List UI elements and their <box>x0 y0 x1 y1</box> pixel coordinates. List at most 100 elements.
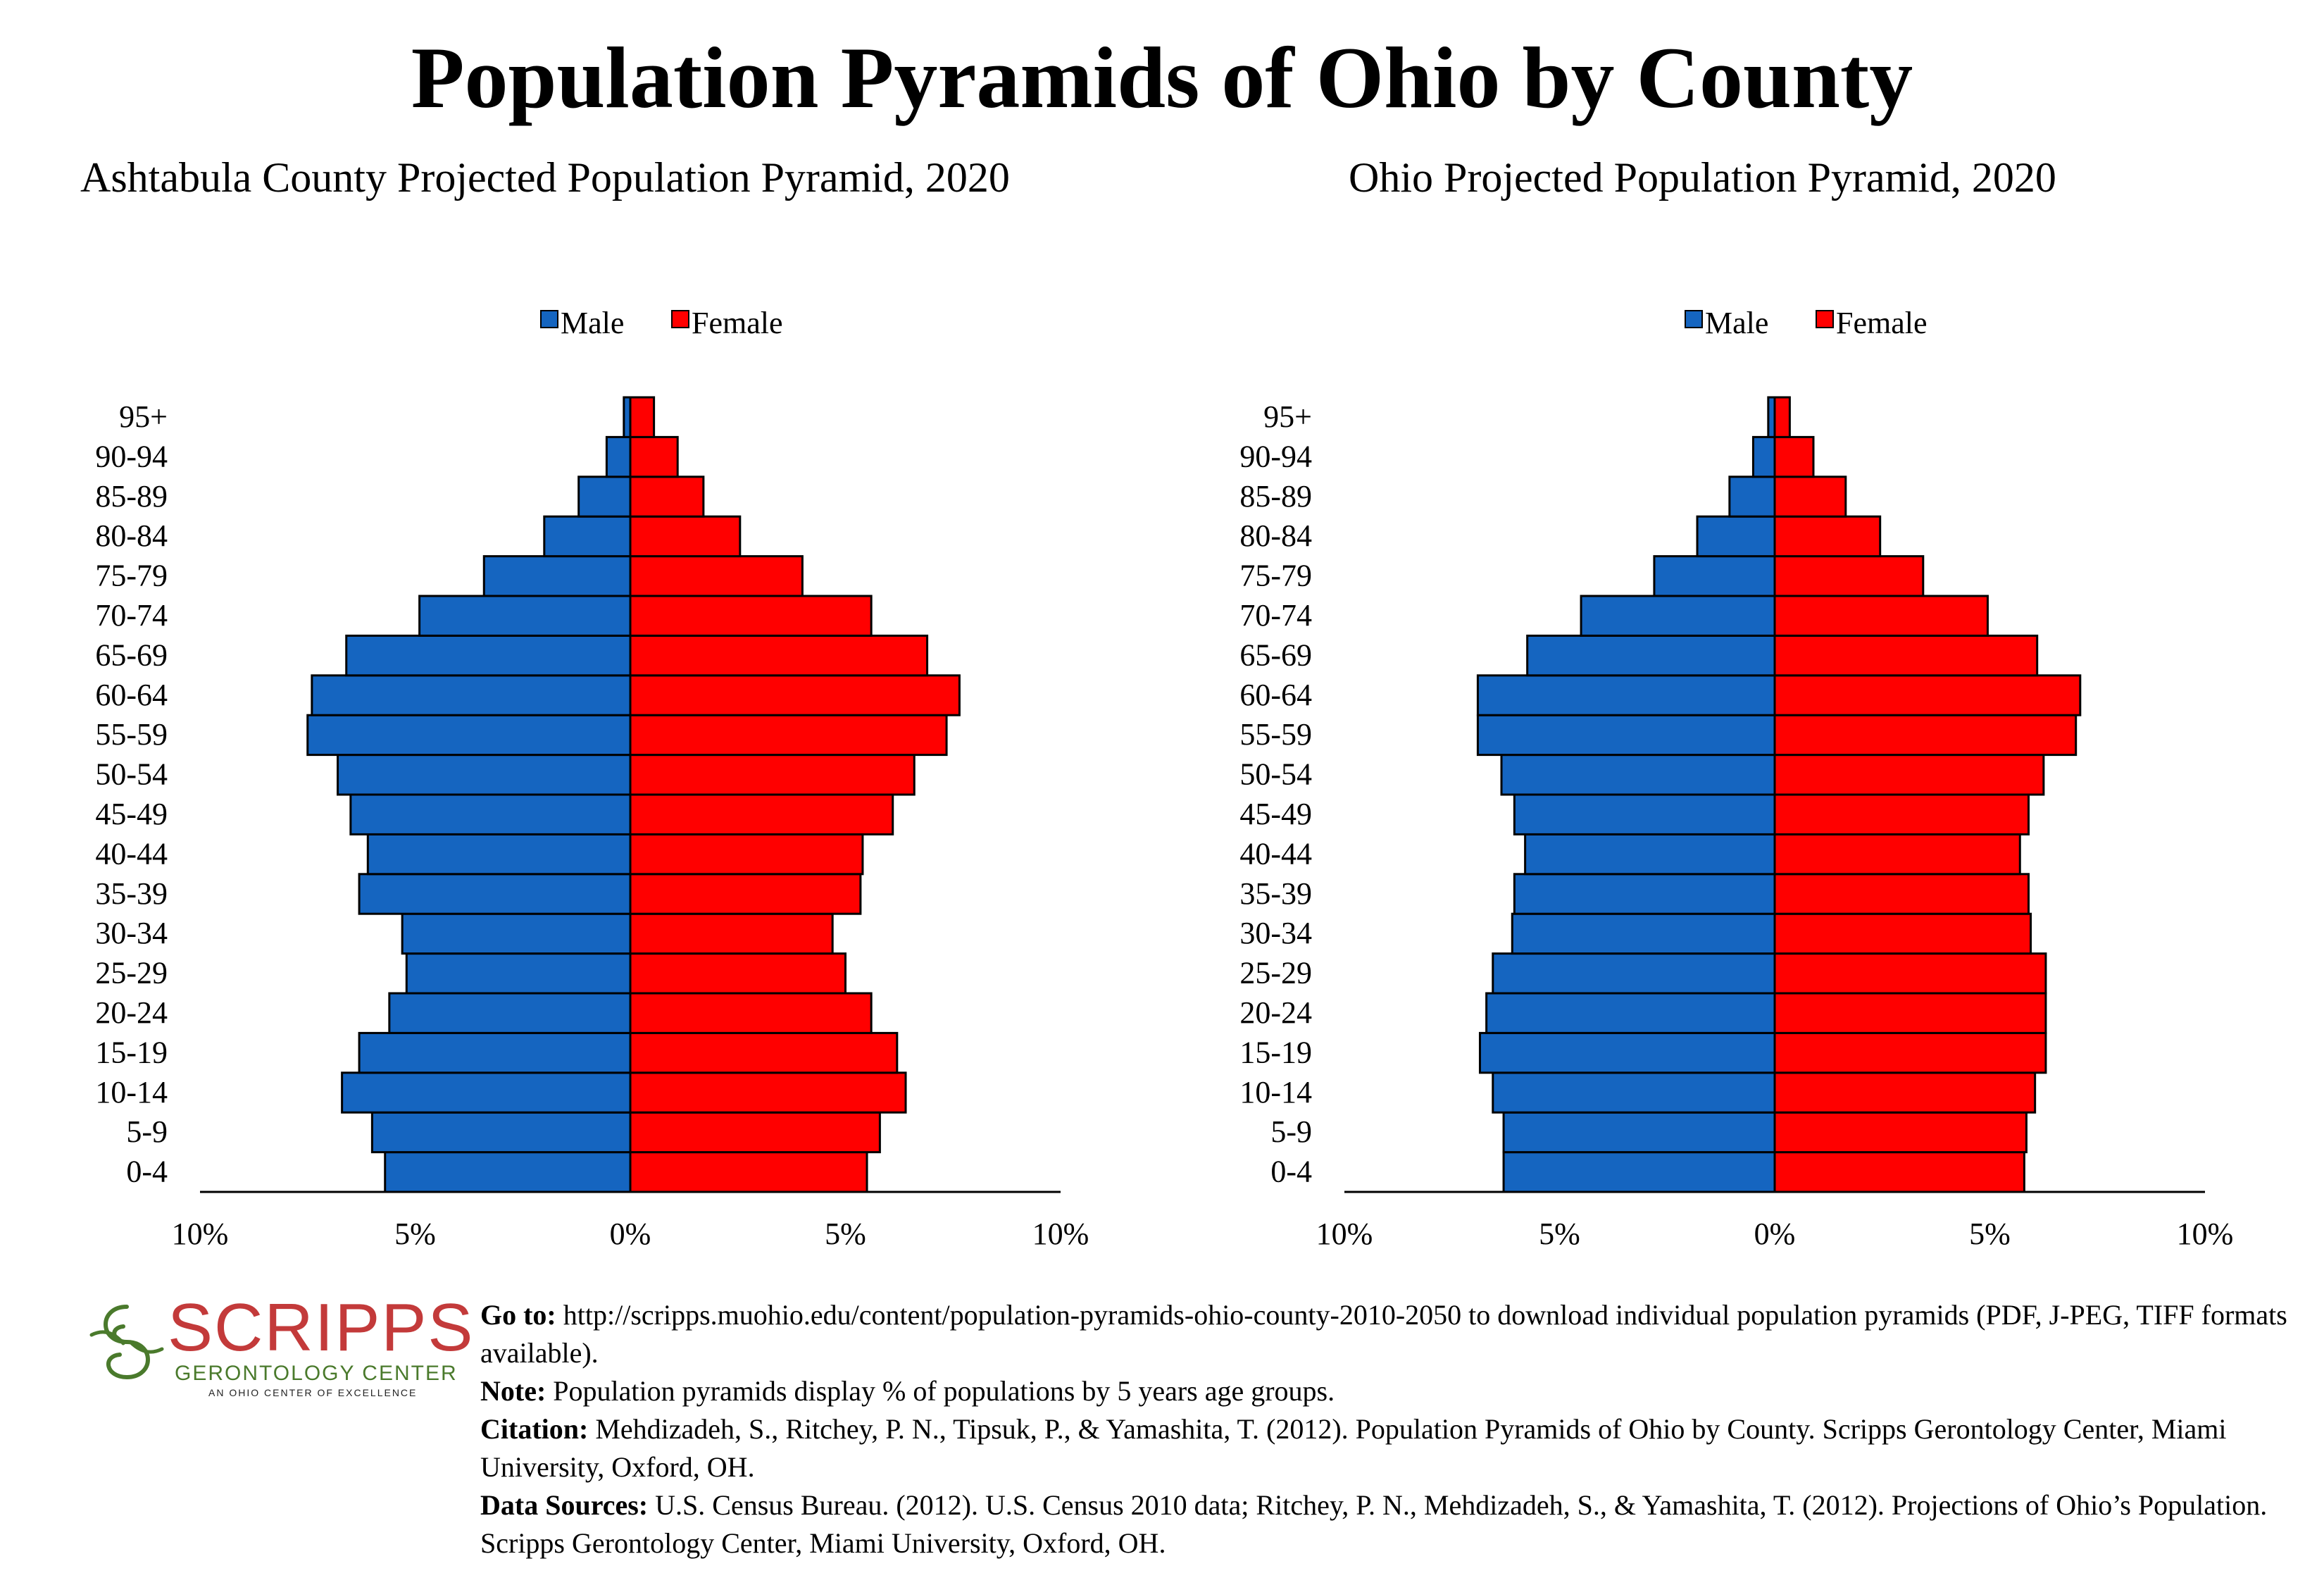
citation-text: Mehdizadeh, S., Ritchey, P. N., Tipsuk, … <box>480 1413 2227 1483</box>
male-bar-70-74 <box>1580 595 1776 637</box>
male-bar-50-54 <box>1500 754 1776 796</box>
male-bar-25-29 <box>405 952 632 995</box>
male-bar-35-39 <box>358 873 632 915</box>
legend-label-male: Male <box>1705 306 1768 340</box>
sources-line: Data Sources: U.S. Census Bureau. (2012)… <box>480 1486 2311 1562</box>
male-bar-20-24 <box>1485 992 1776 1034</box>
legend-swatch-male <box>540 310 558 328</box>
male-bar-15-19 <box>1478 1031 1776 1074</box>
female-bar-0-4 <box>629 1151 868 1193</box>
age-label-45-49: 45-49 <box>1239 797 1312 831</box>
age-label-85-89: 85-89 <box>95 479 168 514</box>
male-bar-65-69 <box>1526 634 1776 677</box>
female-bar-90-94 <box>629 435 679 478</box>
female-bar-75-79 <box>1773 555 1925 597</box>
male-bar-0-4 <box>384 1151 632 1193</box>
male-bar-40-44 <box>366 833 632 876</box>
male-bar-0-4 <box>1502 1151 1776 1193</box>
legend-swatch-female <box>671 310 689 328</box>
female-bar-35-39 <box>1773 873 2030 915</box>
male-bar-90-94 <box>1751 435 1776 478</box>
female-bar-75-79 <box>629 555 804 597</box>
female-bar-70-74 <box>629 595 873 637</box>
female-bar-0-4 <box>1773 1151 2025 1193</box>
age-label-10-14: 10-14 <box>95 1075 168 1110</box>
female-bar-15-19 <box>1773 1031 2047 1074</box>
age-label-0-4: 0-4 <box>126 1155 168 1189</box>
male-bar-60-64 <box>1476 674 1776 716</box>
female-bar-95+ <box>1773 396 1791 438</box>
male-bar-10-14 <box>1492 1071 1776 1114</box>
male-bar-80-84 <box>543 515 632 558</box>
age-label-95+: 95+ <box>119 399 168 434</box>
x-tick-label: 5% <box>1969 1217 2011 1251</box>
age-label-70-74: 70-74 <box>1239 598 1312 633</box>
male-bar-45-49 <box>349 793 632 835</box>
note-text: Population pyramids display % of populat… <box>546 1375 1335 1407</box>
citation-label: Citation: <box>480 1413 589 1445</box>
age-label-80-84: 80-84 <box>1239 518 1312 553</box>
x-tick-label: 10% <box>2177 1217 2234 1251</box>
female-bar-5-9 <box>629 1111 881 1154</box>
male-bar-5-9 <box>370 1111 632 1154</box>
female-bar-90-94 <box>1773 435 1815 478</box>
male-bar-55-59 <box>306 714 632 757</box>
age-label-90-94: 90-94 <box>1239 439 1312 473</box>
age-label-90-94: 90-94 <box>95 439 168 473</box>
male-bar-85-89 <box>1728 476 1776 518</box>
male-bar-60-64 <box>311 674 632 716</box>
male-bar-80-84 <box>1696 515 1776 558</box>
female-bar-10-14 <box>1773 1071 2037 1114</box>
age-label-30-34: 30-34 <box>95 916 168 950</box>
female-bar-45-49 <box>1773 793 2030 835</box>
age-label-15-19: 15-19 <box>95 1035 168 1069</box>
legend-swatch-male <box>1685 310 1703 328</box>
male-bar-15-19 <box>358 1031 632 1074</box>
x-tick-label: 5% <box>1539 1217 1580 1251</box>
male-bar-20-24 <box>388 992 632 1034</box>
female-bar-20-24 <box>629 992 873 1034</box>
male-bar-55-59 <box>1476 714 1776 757</box>
female-bar-50-54 <box>629 754 916 796</box>
age-label-15-19: 15-19 <box>1239 1035 1312 1069</box>
age-label-65-69: 65-69 <box>95 638 168 672</box>
male-bar-5-9 <box>1502 1111 1776 1154</box>
age-label-25-29: 25-29 <box>95 956 168 990</box>
age-label-40-44: 40-44 <box>1239 836 1312 871</box>
male-bar-10-14 <box>341 1071 632 1114</box>
age-label-80-84: 80-84 <box>95 518 168 553</box>
x-tick-label: 0% <box>1754 1217 1796 1251</box>
x-tick-label: 10% <box>1316 1217 1373 1251</box>
male-bar-75-79 <box>1653 555 1776 597</box>
x-tick-label: 0% <box>610 1217 651 1251</box>
legend-label-female: Female <box>1836 306 1928 340</box>
footer-notes: Go to: http://scripps.muohio.edu/content… <box>480 1296 2311 1562</box>
male-bar-70-74 <box>418 595 632 637</box>
age-label-65-69: 65-69 <box>1239 638 1312 672</box>
legend-swatch-female <box>1816 310 1834 328</box>
age-label-85-89: 85-89 <box>1239 479 1312 514</box>
age-label-50-54: 50-54 <box>1239 757 1312 792</box>
pyramid-chart-2: Ohio Projected Population Pyramid, 2020 M… <box>1239 154 2233 1251</box>
age-label-75-79: 75-79 <box>95 559 168 593</box>
age-label-0-4: 0-4 <box>1270 1155 1312 1189</box>
female-bar-10-14 <box>629 1071 907 1114</box>
female-bar-85-89 <box>629 476 705 518</box>
scripps-logo: SCRIPPS GERONTOLOGY CENTER AN OHIO CENTE… <box>85 1293 473 1398</box>
female-bar-5-9 <box>1773 1111 2028 1154</box>
female-bar-55-59 <box>629 714 948 757</box>
age-label-60-64: 60-64 <box>95 678 168 712</box>
female-bar-80-84 <box>629 515 742 558</box>
age-label-5-9: 5-9 <box>1270 1114 1312 1149</box>
female-bar-35-39 <box>629 873 862 915</box>
chart-title: Ohio Projected Population Pyramid, 2020 <box>1349 154 2056 201</box>
female-bar-95+ <box>629 396 656 438</box>
female-bar-20-24 <box>1773 992 2047 1034</box>
female-bar-30-34 <box>629 912 834 955</box>
logo-tagline: AN OHIO CENTER OF EXCELLENCE <box>208 1387 418 1398</box>
chart-title: Ashtabula County Projected Population Py… <box>80 154 1010 201</box>
female-bar-80-84 <box>1773 515 1882 558</box>
x-tick-label: 5% <box>825 1217 866 1251</box>
age-label-40-44: 40-44 <box>95 836 168 871</box>
age-label-20-24: 20-24 <box>1239 995 1312 1030</box>
